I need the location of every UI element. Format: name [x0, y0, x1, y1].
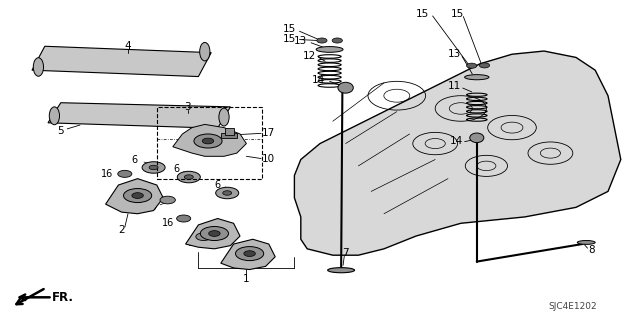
Circle shape — [467, 63, 477, 68]
Text: 13: 13 — [448, 49, 461, 59]
Text: 9: 9 — [187, 238, 193, 249]
Text: 8: 8 — [588, 245, 595, 256]
Text: 6: 6 — [173, 164, 179, 174]
Text: 9: 9 — [150, 202, 157, 212]
Text: 15: 15 — [283, 34, 296, 44]
Text: 14: 14 — [312, 75, 325, 85]
Text: 2: 2 — [118, 225, 125, 235]
Circle shape — [142, 162, 165, 173]
Circle shape — [332, 38, 342, 43]
Ellipse shape — [470, 133, 484, 143]
Text: 6: 6 — [214, 180, 221, 190]
Polygon shape — [48, 103, 230, 128]
Text: 13: 13 — [294, 36, 307, 46]
Circle shape — [317, 38, 327, 43]
Polygon shape — [32, 46, 211, 77]
Text: 10: 10 — [262, 153, 275, 164]
Circle shape — [177, 215, 191, 222]
Bar — [225, 128, 234, 135]
Ellipse shape — [338, 82, 353, 93]
Text: 14: 14 — [450, 136, 463, 146]
Text: 4: 4 — [125, 41, 131, 51]
Circle shape — [149, 165, 158, 170]
Text: 11: 11 — [448, 81, 461, 91]
Ellipse shape — [200, 42, 210, 61]
Polygon shape — [106, 179, 163, 214]
Text: 17: 17 — [262, 128, 275, 138]
Ellipse shape — [328, 268, 355, 273]
Circle shape — [124, 189, 152, 203]
Circle shape — [196, 233, 211, 241]
Text: 1: 1 — [243, 274, 250, 284]
Polygon shape — [221, 239, 275, 270]
Text: 12: 12 — [303, 51, 316, 61]
Circle shape — [209, 231, 220, 236]
Text: 15: 15 — [451, 9, 464, 19]
Circle shape — [118, 170, 132, 177]
Circle shape — [160, 196, 175, 204]
Circle shape — [200, 226, 228, 241]
Circle shape — [244, 251, 255, 256]
Polygon shape — [186, 219, 240, 249]
Polygon shape — [173, 124, 246, 156]
Circle shape — [194, 134, 222, 148]
Text: 6: 6 — [131, 155, 138, 165]
Circle shape — [184, 175, 193, 179]
Circle shape — [132, 193, 143, 198]
Ellipse shape — [33, 58, 44, 76]
Text: 15: 15 — [283, 24, 296, 34]
Circle shape — [216, 187, 239, 199]
Text: SJC4E1202: SJC4E1202 — [548, 302, 597, 311]
Ellipse shape — [49, 107, 60, 125]
Ellipse shape — [219, 108, 229, 126]
Text: 7: 7 — [342, 248, 349, 258]
Text: 15: 15 — [416, 9, 429, 19]
Text: 16: 16 — [101, 169, 114, 179]
Circle shape — [236, 247, 264, 261]
Text: FR.: FR. — [52, 291, 74, 304]
Ellipse shape — [465, 75, 489, 80]
Circle shape — [223, 191, 232, 195]
Text: 3: 3 — [184, 102, 191, 112]
Text: 16: 16 — [161, 218, 174, 228]
Polygon shape — [294, 51, 621, 255]
Bar — [221, 133, 237, 138]
Ellipse shape — [316, 47, 343, 52]
Circle shape — [479, 63, 490, 68]
Circle shape — [177, 171, 200, 183]
Ellipse shape — [577, 241, 595, 244]
Bar — [157, 107, 262, 179]
Circle shape — [202, 138, 214, 144]
Text: 5: 5 — [58, 126, 64, 136]
